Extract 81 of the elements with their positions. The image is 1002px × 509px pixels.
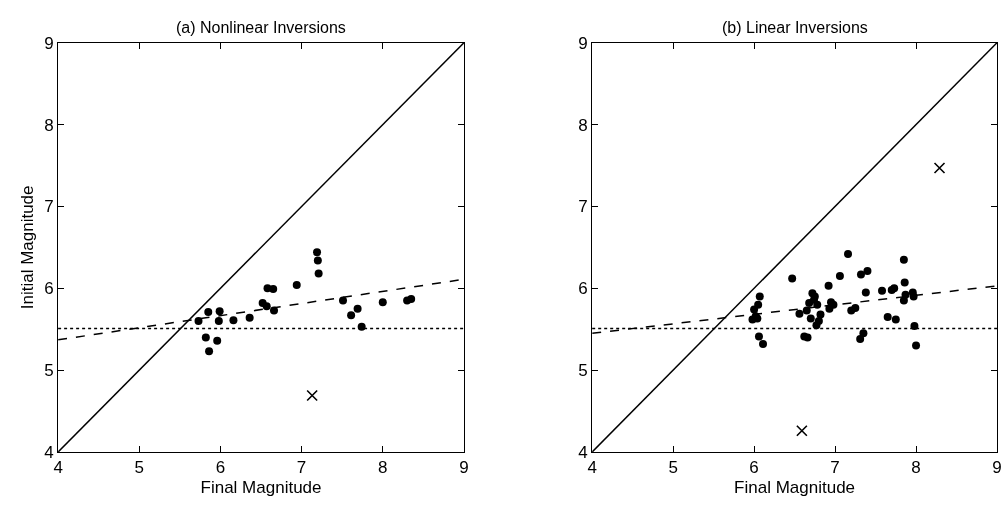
point <box>201 333 210 342</box>
point <box>194 317 203 326</box>
point <box>900 278 909 287</box>
y-tick-label: 4 <box>44 442 54 462</box>
point <box>313 256 322 265</box>
point <box>754 300 763 309</box>
point <box>901 290 910 299</box>
y-tick-label: 5 <box>578 361 588 381</box>
point <box>314 269 323 278</box>
x-axis-title: Final Magnitude <box>200 477 322 497</box>
point <box>204 308 213 317</box>
x-tick-label: 6 <box>215 458 226 478</box>
point <box>378 298 387 307</box>
point <box>814 317 823 326</box>
point <box>754 332 763 341</box>
point <box>339 296 347 305</box>
point <box>292 281 301 290</box>
point <box>856 335 865 344</box>
y-axis-title: Initial Magnitude <box>17 185 37 310</box>
point <box>306 389 318 402</box>
point <box>859 329 868 338</box>
point <box>407 294 416 303</box>
point <box>796 424 808 437</box>
point <box>891 315 900 324</box>
point <box>788 274 797 283</box>
point <box>215 307 224 316</box>
y-tick-label: 7 <box>578 197 588 217</box>
point <box>205 347 214 356</box>
point <box>909 292 918 301</box>
point <box>795 309 804 318</box>
y-tick-label: 8 <box>578 115 588 135</box>
point <box>813 300 822 309</box>
x-axis-title: Final Magnitude <box>734 477 856 497</box>
point <box>759 339 768 348</box>
x-tick-label: 9 <box>459 458 469 478</box>
x-tick-label: 7 <box>296 458 307 478</box>
y-tick-label: 7 <box>44 197 54 217</box>
point <box>824 281 833 290</box>
point <box>313 248 322 257</box>
point <box>856 270 865 279</box>
x-tick-label: 8 <box>911 458 921 478</box>
point <box>912 341 921 350</box>
x-tick-label: 8 <box>378 458 388 478</box>
point <box>270 306 279 315</box>
point <box>262 302 271 311</box>
point <box>861 288 870 297</box>
point <box>806 314 815 323</box>
point <box>214 317 223 326</box>
point <box>910 321 919 330</box>
point <box>347 311 356 320</box>
x-tick-label: 5 <box>134 458 145 478</box>
point <box>883 312 892 321</box>
point <box>755 292 764 301</box>
point <box>878 286 887 295</box>
point <box>229 316 238 325</box>
point <box>933 162 946 174</box>
point <box>835 272 844 281</box>
chart-title: (b) Linear Inversions <box>722 19 868 36</box>
y-tick-label: 5 <box>44 361 54 381</box>
point <box>899 255 908 264</box>
point <box>353 304 362 313</box>
x-tick-label: 9 <box>992 458 1002 478</box>
y-tick-label: 8 <box>44 115 54 135</box>
point <box>213 336 222 345</box>
x-tick-label: 6 <box>749 458 759 478</box>
x-tick-label: 7 <box>830 458 840 478</box>
y-tick-label: 9 <box>578 33 588 53</box>
y-tick-label: 4 <box>578 442 588 462</box>
point <box>245 313 254 322</box>
x-tick-label: 5 <box>668 458 678 478</box>
y-tick-label: 6 <box>578 279 588 299</box>
y-tick-label: 9 <box>44 33 54 53</box>
point <box>269 285 278 294</box>
point <box>863 267 872 276</box>
point <box>816 310 825 319</box>
point <box>851 303 860 312</box>
y-tick-label: 6 <box>44 279 54 299</box>
chart-title: (a) Nonlinear Inversions <box>176 19 346 36</box>
point <box>357 322 366 331</box>
point <box>802 306 811 315</box>
point <box>844 249 853 258</box>
